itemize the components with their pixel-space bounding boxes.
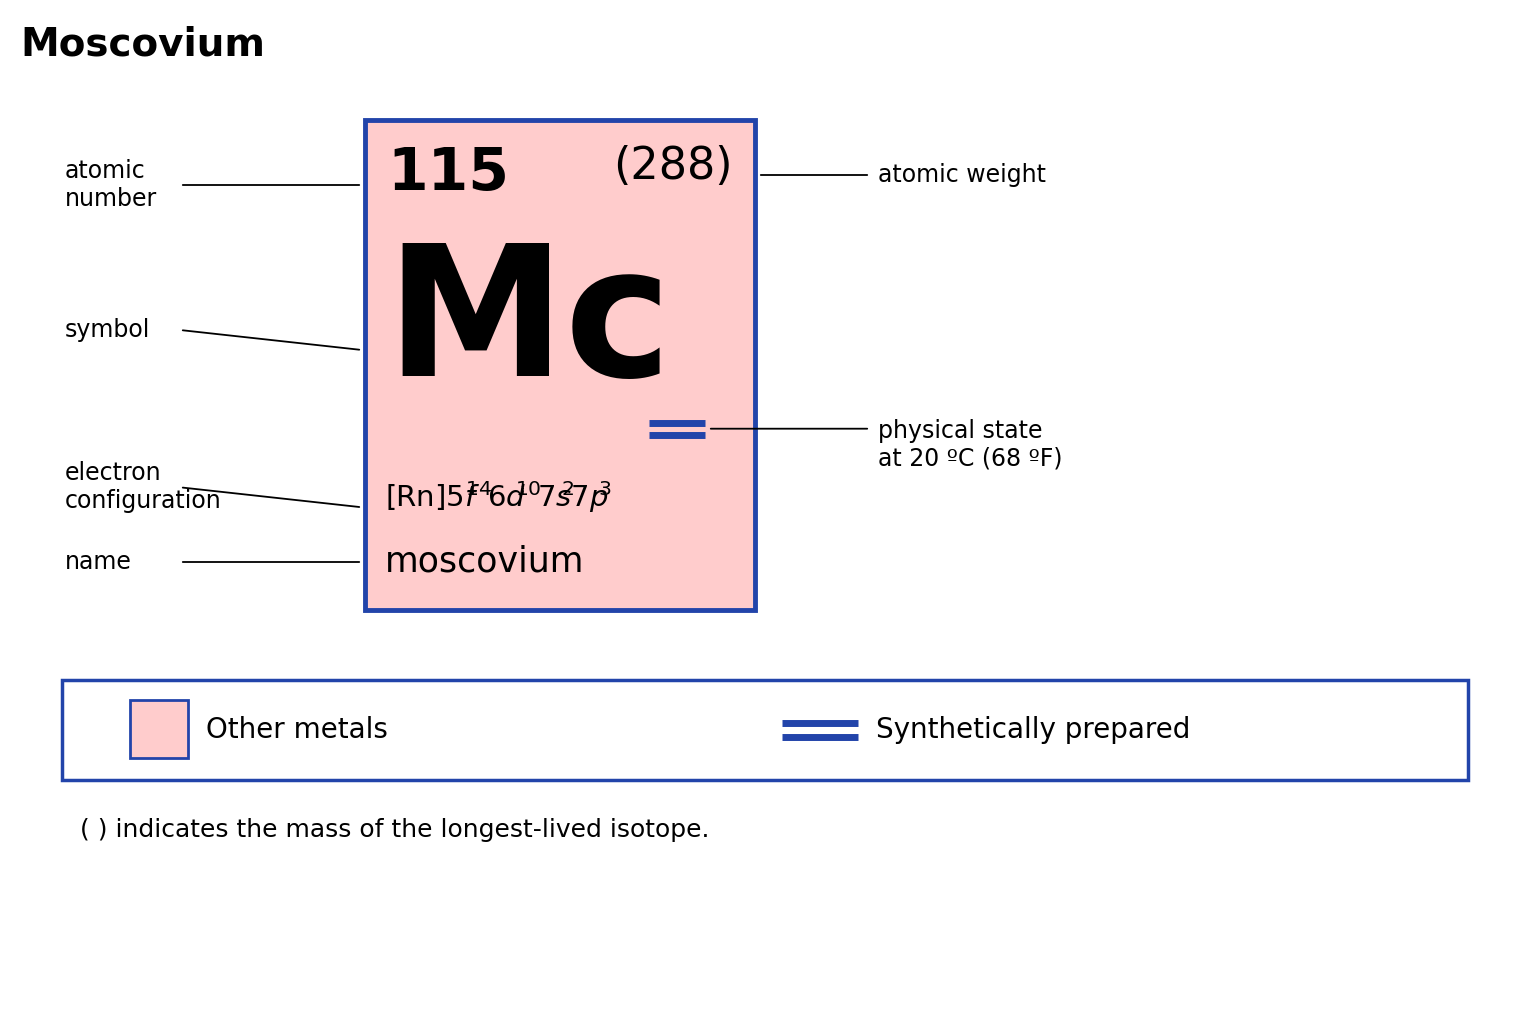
Text: Synthetically prepared: Synthetically prepared [876, 716, 1190, 744]
Text: Moscovium: Moscovium [20, 26, 266, 64]
Text: physical state
at 20 ºC (68 ºF): physical state at 20 ºC (68 ºF) [879, 418, 1063, 470]
Bar [366, 120, 756, 610]
Text: ( ) indicates the mass of the longest-lived isotope.: ( ) indicates the mass of the longest-li… [80, 818, 710, 842]
Text: Mc: Mc [386, 238, 673, 414]
Text: $\mathrm{[Rn]5}f\!\!^{14}\!\mathrm{6}d\!\!^{10}\!\mathrm{7}s\!\!^{2}\!\mathrm{7}: $\mathrm{[Rn]5}f\!\!^{14}\!\mathrm{6}d\!… [386, 480, 611, 516]
Text: atomic weight: atomic weight [879, 163, 1046, 187]
Text: electron
configuration: electron configuration [65, 461, 221, 514]
Bar [131, 700, 187, 758]
Text: Other metals: Other metals [206, 716, 389, 744]
Text: symbol: symbol [65, 318, 151, 342]
Bar [61, 680, 1468, 780]
Text: (288): (288) [613, 145, 733, 188]
Text: atomic
number: atomic number [65, 159, 157, 211]
Text: name: name [65, 550, 132, 574]
Text: 115: 115 [387, 145, 508, 202]
Text: moscovium: moscovium [386, 545, 585, 579]
